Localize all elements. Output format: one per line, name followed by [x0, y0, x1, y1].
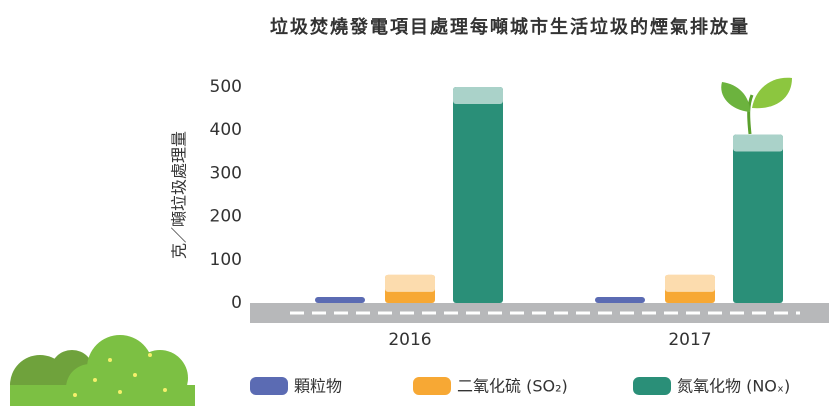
bar-cap	[453, 87, 503, 104]
y-tick-label: 500	[210, 77, 242, 97]
legend-label: 顆粒物	[294, 377, 342, 396]
y-tick-label: 100	[210, 250, 242, 270]
plant	[721, 78, 792, 134]
bar	[315, 297, 365, 303]
legend-swatch	[413, 377, 451, 395]
bar-cap	[665, 275, 715, 292]
bar-cap	[385, 275, 435, 292]
bar	[733, 135, 783, 303]
bar-cap	[733, 135, 783, 152]
x-tick-label: 2016	[388, 330, 431, 350]
chart: 垃圾焚燒發電項目處理每噸城市生活垃圾的煙氣排放量 克／噸垃圾處理量 0 100 20…	[0, 0, 829, 406]
bar-body	[453, 87, 503, 303]
legend-label: 氮氧化物 (NOₓ)	[677, 377, 790, 396]
bar	[453, 87, 503, 303]
y-tick-label: 400	[210, 120, 242, 140]
legend-label: 二氧化硫 (SO₂)	[457, 377, 568, 396]
bar	[665, 275, 715, 303]
road	[250, 303, 829, 323]
y-tick-label: 200	[210, 207, 242, 227]
bar	[385, 275, 435, 303]
x-tick-label: 2017	[668, 330, 711, 350]
legend-swatch	[633, 377, 671, 395]
bushes	[10, 335, 195, 406]
legend-swatch	[250, 377, 288, 395]
y-tick-label: 0	[231, 293, 242, 313]
bar	[595, 297, 645, 303]
y-tick-label: 300	[210, 163, 242, 183]
bar-body	[733, 135, 783, 303]
y-axis-label: 克／噸垃圾處理量	[170, 131, 189, 259]
bar-body	[595, 297, 645, 303]
chart-title: 垃圾焚燒發電項目處理每噸城市生活垃圾的煙氣排放量	[270, 16, 750, 38]
bar-body	[315, 297, 365, 303]
